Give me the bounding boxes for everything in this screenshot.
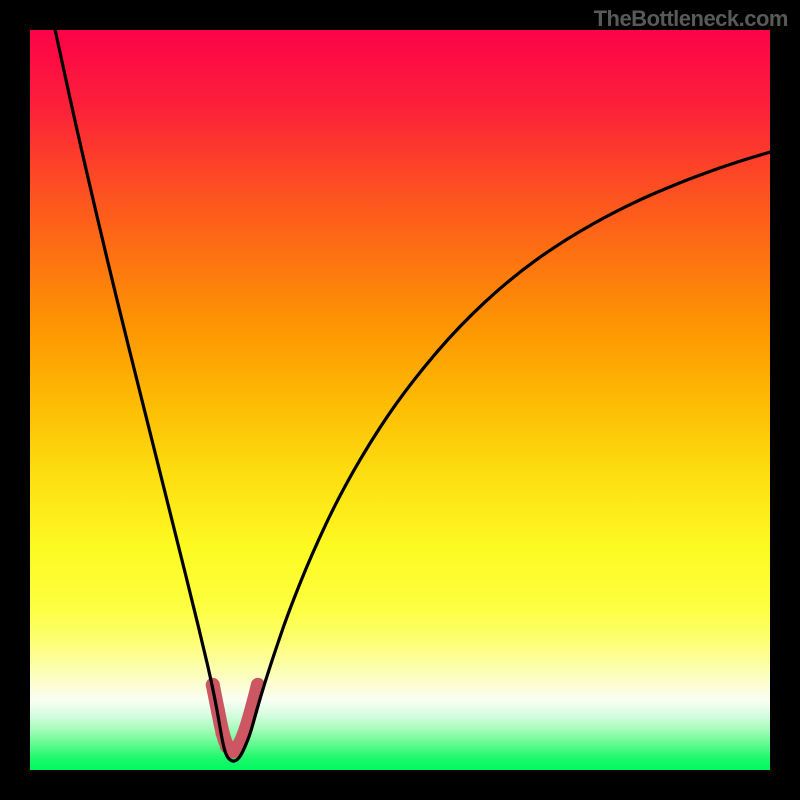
bottleneck-chart bbox=[0, 0, 800, 800]
chart-container: TheBottleneck.com bbox=[0, 0, 800, 800]
watermark-text: TheBottleneck.com bbox=[594, 6, 788, 32]
